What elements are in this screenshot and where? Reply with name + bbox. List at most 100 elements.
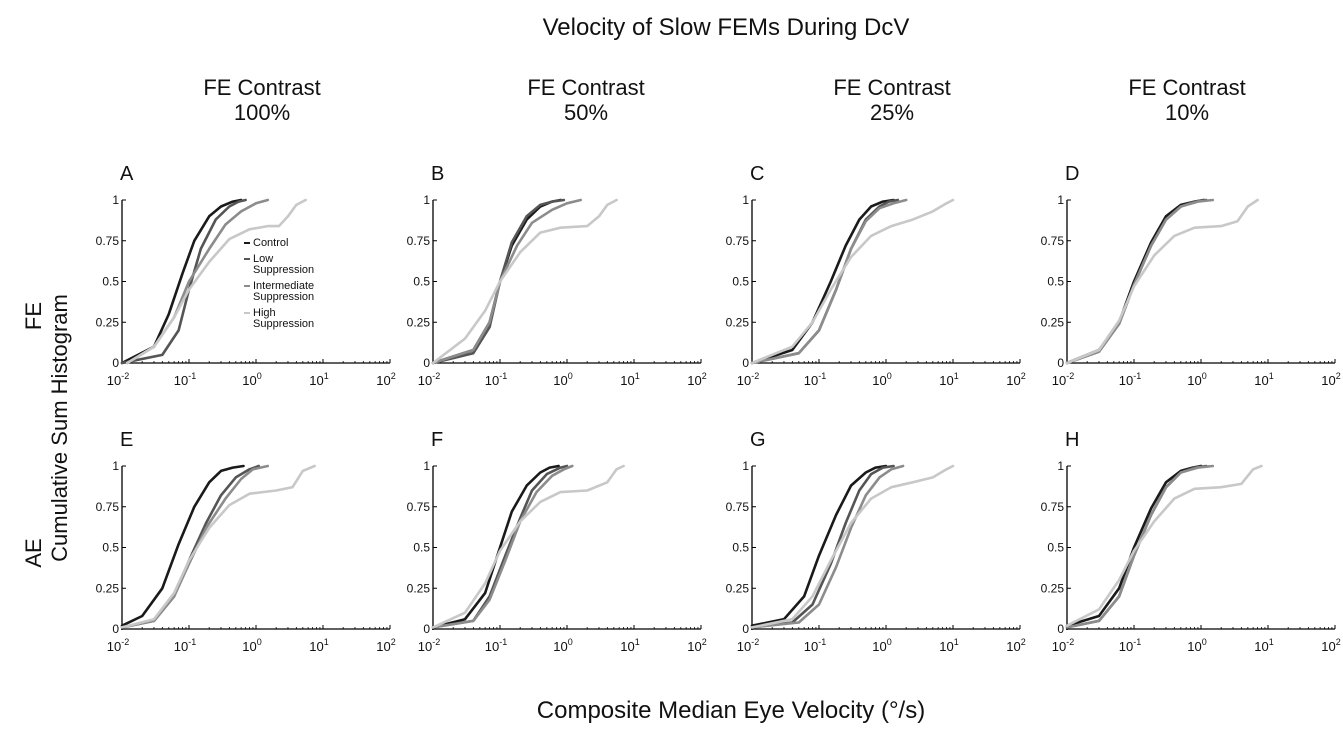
x-tick-label-g: 101 — [939, 637, 958, 654]
x-tick-label-g: 100 — [872, 637, 891, 654]
y-tick-label-d: 0.5 — [1047, 275, 1064, 289]
y-tick-label-d: 0.25 — [1041, 315, 1065, 329]
series-line-a-3 — [126, 198, 270, 365]
x-tick-label-f: 10-1 — [485, 637, 507, 654]
series-line-e-1 — [120, 464, 245, 628]
x-tick-label-b: 102 — [687, 371, 706, 388]
column-header-1-line2: 100% — [234, 100, 290, 125]
x-tick-label-h: 100 — [1187, 637, 1206, 654]
x-tick-label-h: 10-2 — [1052, 637, 1074, 654]
series-line-h-1 — [1065, 464, 1203, 628]
y-tick-label-a: 0 — [112, 356, 119, 370]
column-header-4-line1: FE Contrast — [1128, 75, 1245, 100]
series-line-a-2 — [120, 198, 247, 365]
y-tick-label-f: 0 — [423, 622, 430, 636]
x-tick-label-a: 101 — [309, 371, 328, 388]
x-tick-label-e: 100 — [242, 637, 261, 654]
series-line-b-3 — [431, 198, 583, 365]
y-tick-label-g: 0.25 — [726, 581, 750, 595]
series-line-e-4 — [120, 464, 316, 629]
figure-title: Velocity of Slow FEMs During DcV — [543, 14, 910, 41]
row-label-ae: AE — [21, 538, 46, 567]
y-tick-label-a: 0.5 — [102, 275, 119, 289]
x-tick-label-a: 102 — [376, 371, 395, 388]
y-tick-label-f: 0.5 — [413, 541, 430, 555]
x-tick-label-b: 100 — [553, 371, 572, 388]
y-tick-label-c: 0 — [742, 356, 749, 370]
y-tick-label-f: 1 — [423, 459, 430, 473]
y-axis-label: Cumulative Sum Histogram — [47, 294, 72, 562]
y-tick-label-b: 0.25 — [407, 315, 431, 329]
panel-b: B 0 0.25 0.5 0.75 1 10-2 10-1 100 101 102 — [407, 163, 707, 388]
x-axis-label: Composite Median Eye Velocity (°/s) — [537, 697, 925, 724]
legend-label-2: Suppression — [253, 264, 314, 276]
x-tick-label-c: 101 — [939, 371, 958, 388]
column-header-2-line2: 50% — [564, 100, 608, 125]
panel-c: C 0 0.25 0.5 0.75 1 10-2 10-1 100 101 102 — [726, 163, 1026, 388]
y-tick-label-f: 0.25 — [407, 581, 431, 595]
series-line-c-4 — [750, 198, 955, 365]
y-tick-label-d: 1 — [1057, 193, 1064, 207]
panel-letter-g: G — [750, 429, 766, 451]
series-line-c-3 — [750, 198, 908, 365]
x-tick-label-c: 10-1 — [804, 371, 826, 388]
column-header-3-line2: 25% — [870, 100, 914, 125]
x-tick-label-c: 102 — [1006, 371, 1025, 388]
column-header-1-line1: FE Contrast — [203, 75, 320, 100]
y-tick-label-e: 0.5 — [102, 541, 119, 555]
y-tick-label-g: 1 — [742, 459, 749, 473]
y-tick-label-e: 0.75 — [96, 500, 120, 514]
column-header-3-line1: FE Contrast — [833, 75, 950, 100]
panel-letter-d: D — [1065, 163, 1079, 185]
y-tick-label-h: 0.5 — [1047, 541, 1064, 555]
panel-g: G 0 0.25 0.5 0.75 1 10-2 10-1 100 101 102 — [726, 429, 1026, 654]
panel-letter-f: F — [431, 429, 443, 451]
column-headers: FE Contrast 100% FE Contrast 50% FE Cont… — [203, 75, 1245, 125]
x-tick-label-e: 10-1 — [174, 637, 196, 654]
y-tick-label-h: 0.25 — [1041, 581, 1065, 595]
column-header-2-line1: FE Contrast — [527, 75, 644, 100]
x-tick-label-h: 10-1 — [1119, 637, 1141, 654]
y-tick-label-g: 0.75 — [726, 500, 750, 514]
legend-label-3: Suppression — [253, 291, 314, 303]
series-line-c-1 — [750, 198, 895, 365]
y-tick-label-h: 0.75 — [1041, 500, 1065, 514]
x-tick-label-b: 10-2 — [418, 371, 440, 388]
x-tick-label-h: 101 — [1254, 637, 1273, 654]
series-line-e-2 — [120, 464, 261, 629]
series-line-b-1 — [431, 198, 562, 365]
y-tick-label-a: 0.25 — [96, 315, 120, 329]
y-tick-label-b: 0.5 — [413, 275, 430, 289]
series-line-f-4 — [431, 464, 625, 629]
x-tick-label-f: 102 — [687, 637, 706, 654]
y-tick-label-g: 0.5 — [732, 541, 749, 555]
x-tick-label-d: 101 — [1254, 371, 1273, 388]
series-line-h-3 — [1065, 464, 1215, 629]
row-label-fe: FE — [21, 302, 46, 330]
legend-label-4: Suppression — [253, 318, 314, 330]
x-tick-label-b: 10-1 — [485, 371, 507, 388]
x-tick-label-f: 10-2 — [418, 637, 440, 654]
x-tick-label-d: 10-1 — [1119, 371, 1141, 388]
y-tick-label-h: 0 — [1057, 622, 1064, 636]
legend-label-1: Control — [253, 237, 288, 249]
x-tick-label-a: 10-1 — [174, 371, 196, 388]
series-line-d-3 — [1065, 198, 1215, 365]
series-line-a-1 — [120, 198, 243, 365]
x-tick-label-d: 100 — [1187, 371, 1206, 388]
x-tick-label-g: 10-1 — [804, 637, 826, 654]
legend-label-4: High — [253, 307, 276, 319]
column-header-4-line2: 10% — [1165, 100, 1209, 125]
legend-label-3: Intermediate — [253, 280, 314, 292]
panel-letter-a: A — [120, 163, 134, 185]
panel-d: D 0 0.25 0.5 0.75 1 10-2 10-1 100 101 102 — [1041, 163, 1341, 388]
y-tick-label-d: 0.75 — [1041, 234, 1065, 248]
series-line-a-4 — [126, 198, 307, 365]
series-line-b-2 — [431, 198, 566, 365]
x-tick-label-d: 10-2 — [1052, 371, 1074, 388]
y-tick-label-a: 1 — [112, 193, 119, 207]
panel-f: F 0 0.25 0.5 0.75 1 10-2 10-1 100 101 102 — [407, 429, 707, 654]
series-line-b-4 — [431, 198, 618, 365]
